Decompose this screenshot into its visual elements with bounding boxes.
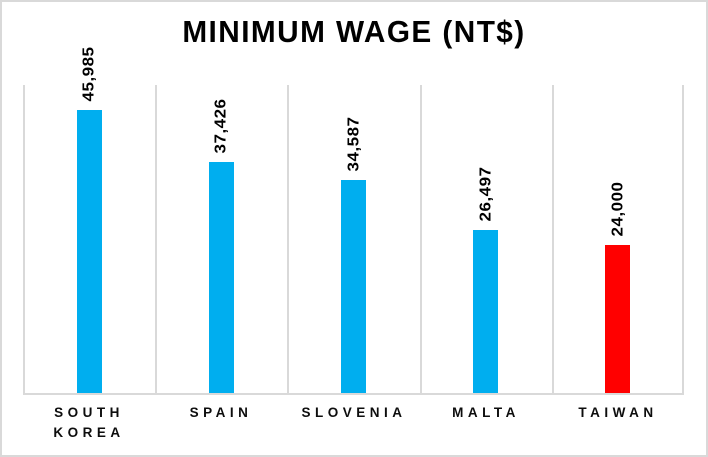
bar-malta: [473, 230, 498, 393]
gridline: [682, 85, 684, 393]
x-axis-baseline: [23, 393, 684, 395]
bar-taiwan: [605, 245, 630, 393]
bar-spain: [209, 162, 234, 393]
bar-value-label: 26,497: [476, 166, 495, 222]
gridline: [287, 85, 289, 393]
gridline: [23, 85, 25, 393]
x-axis-label: MALTA: [452, 405, 520, 420]
bar-value-label: 24,000: [608, 181, 627, 237]
bar-slovenia: [341, 180, 366, 393]
bar-value-label: 37,426: [211, 98, 230, 154]
gridline: [155, 85, 157, 393]
bar-value-label: 45,985: [79, 46, 98, 102]
plot-area: 45,985 37,426 34,587 26,497 24,000: [23, 47, 684, 395]
chart-title: MINIMUM WAGE (NT$): [182, 14, 526, 49]
x-axis-label: SOUTH KOREA: [53, 405, 125, 440]
bar-value-label: 34,587: [344, 116, 363, 172]
bar-south-korea: [77, 110, 102, 393]
x-axis-label: SPAIN: [189, 405, 253, 420]
x-axis-label: TAIWAN: [578, 405, 658, 420]
gridline: [552, 85, 554, 393]
x-axis-label: SLOVENIA: [301, 405, 407, 420]
gridline: [420, 85, 422, 393]
